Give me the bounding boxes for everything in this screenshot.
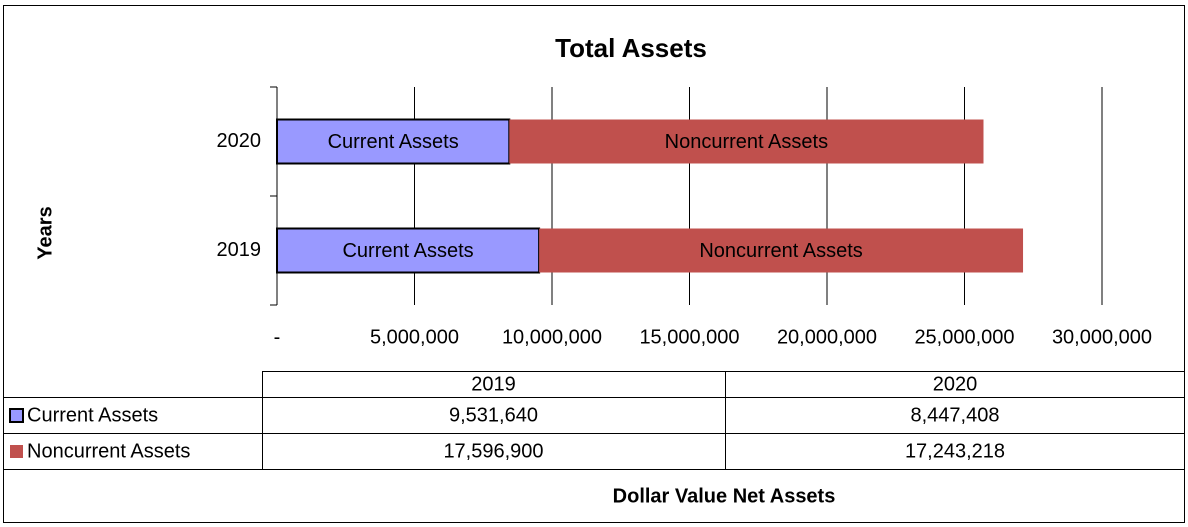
y-tick-label: 2020 [217,130,262,152]
x-tick-label: 10,000,000 [502,326,602,348]
table-cell: 9,531,640 [449,404,538,426]
x-axis-title: Dollar Value Net Assets [613,485,836,507]
legend-swatch [9,408,24,423]
data-label: Current Assets [342,240,473,262]
legend-swatch [10,445,23,458]
table-header: 2020 [933,373,978,395]
bar-segment [539,228,1024,273]
x-tick-label: 30,000,000 [1052,326,1152,348]
x-tick-label: 5,000,000 [370,326,459,348]
table-header: 2019 [471,373,516,395]
x-tick-label: 25,000,000 [914,326,1014,348]
y-tick-label: 2019 [217,239,262,261]
table-cell: 17,596,900 [443,440,543,462]
legend-label: Noncurrent Assets [27,440,190,462]
data-label: Noncurrent Assets [665,131,828,153]
bar-segment [276,227,541,274]
x-tick-label: - [274,326,281,348]
y-axis-title: Years [34,206,56,259]
x-tick-label: 20,000,000 [777,326,877,348]
legend-label: Current Assets [27,404,158,426]
table-cell: 17,243,218 [905,440,1005,462]
chart-title: Total Assets [555,33,707,63]
bar-segment [276,118,511,165]
data-label: Current Assets [328,131,459,153]
data-label: Noncurrent Assets [699,240,862,262]
x-tick-label: 15,000,000 [639,326,739,348]
bar-segment [509,119,984,164]
table-cell: 8,447,408 [911,404,1000,426]
